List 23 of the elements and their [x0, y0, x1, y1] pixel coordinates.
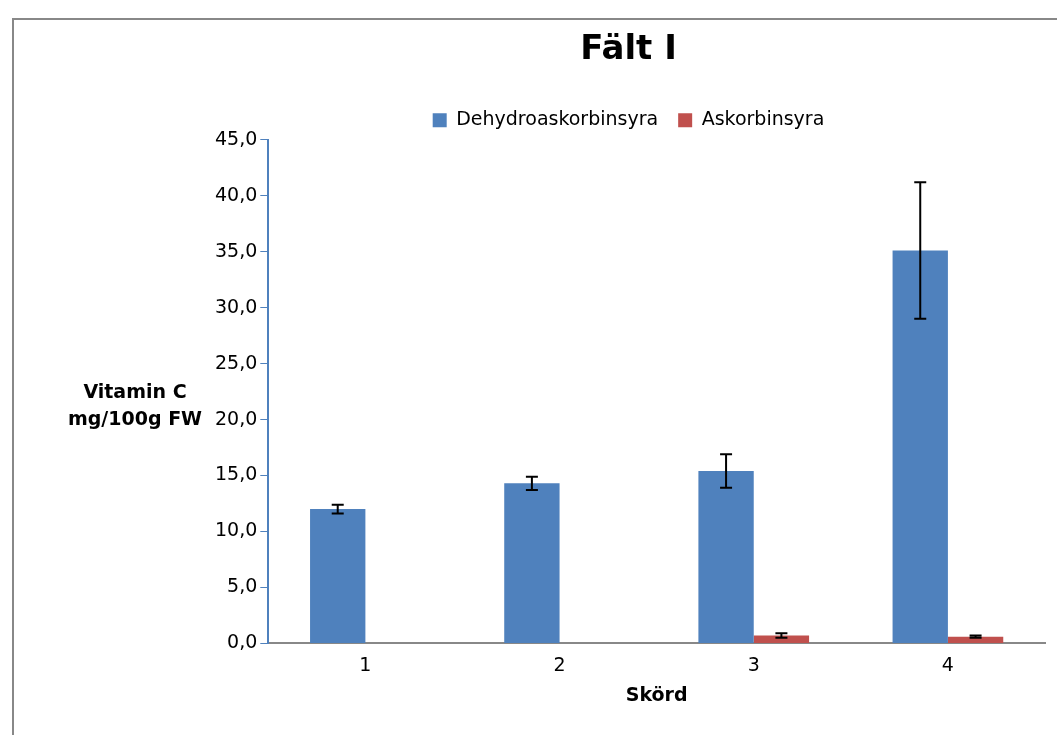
- x-tick-label: 3: [747, 652, 760, 675]
- legend-label: Dehydroaskorbinsyra: [456, 107, 659, 130]
- y-tick-label: 0,0: [227, 630, 258, 653]
- y-tick-label: 25,0: [214, 350, 258, 373]
- bar: [698, 471, 754, 643]
- chart-title: Fält I: [580, 27, 677, 68]
- y-tick-label: 15,0: [214, 462, 258, 485]
- x-tick-label: 2: [553, 652, 566, 675]
- y-tick-label: 30,0: [214, 294, 258, 317]
- y-tick-label: 40,0: [214, 182, 258, 205]
- legend-label: Askorbinsyra: [701, 107, 825, 130]
- y-axis-title: Vitamin C mg/100g FW: [66, 379, 204, 431]
- x-tick-label: 1: [359, 652, 372, 675]
- y-tick-label: 5,0: [227, 574, 258, 597]
- y-tick-label: 45,0: [214, 126, 258, 149]
- bar: [892, 250, 948, 643]
- y-tick-label: 20,0: [214, 406, 258, 429]
- bar: [504, 483, 560, 643]
- x-tick-label: 4: [941, 652, 954, 675]
- bar: [310, 509, 366, 643]
- x-axis-title: Skörd: [625, 682, 688, 705]
- y-tick-label: 10,0: [214, 518, 258, 541]
- y-tick-label: 35,0: [214, 238, 258, 261]
